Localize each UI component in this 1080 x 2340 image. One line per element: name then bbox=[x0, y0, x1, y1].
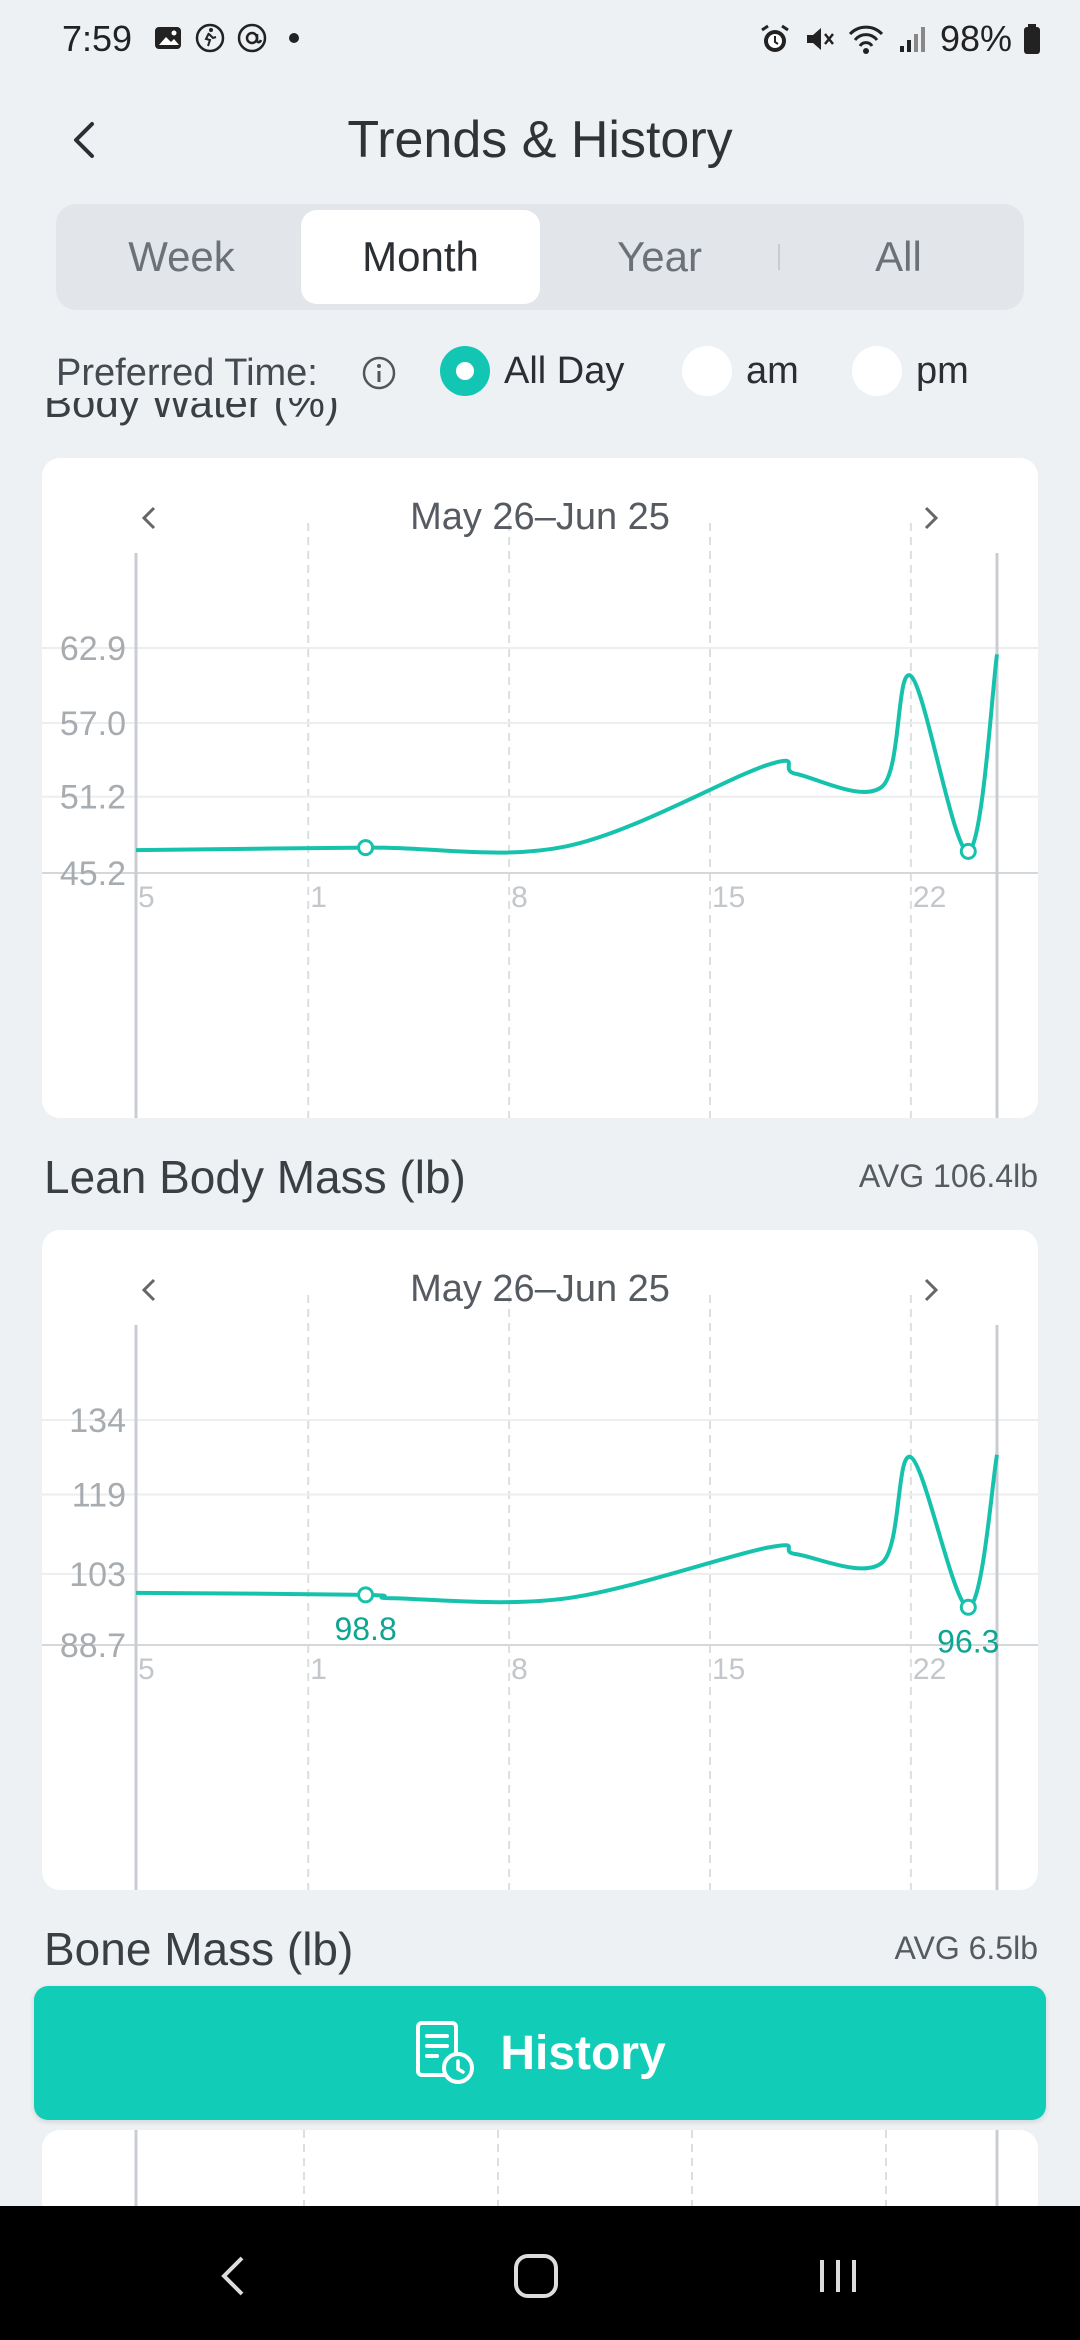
radio-am-label: am bbox=[746, 349, 799, 392]
data-point-label: 96.3 bbox=[937, 1623, 999, 1659]
series-line bbox=[135, 1454, 999, 1610]
tab-year[interactable]: Year bbox=[617, 233, 702, 280]
info-icon[interactable] bbox=[360, 354, 398, 392]
nav-home-icon[interactable] bbox=[506, 2246, 566, 2306]
y-tick-label: 88.7 bbox=[60, 1627, 126, 1665]
x-tick-label: 22 bbox=[913, 881, 946, 914]
lean-body-mass-chart: 134 119 103 88.7 5 1 8 15 22 98.8 96.3 bbox=[42, 1295, 1038, 1890]
x-tick-label: 5 bbox=[138, 881, 155, 914]
y-tick-label: 57.0 bbox=[60, 705, 126, 743]
chevron-left-icon[interactable] bbox=[128, 1268, 172, 1312]
radio-am[interactable]: am bbox=[682, 346, 799, 396]
x-tick-label: 1 bbox=[310, 881, 327, 914]
tab-month[interactable]: Month bbox=[301, 210, 540, 304]
preferred-time-label: Preferred Time: bbox=[56, 352, 318, 394]
x-tick-label: 1 bbox=[310, 1653, 327, 1686]
radio-indicator bbox=[852, 346, 902, 396]
series-line bbox=[135, 654, 999, 855]
data-point-marker bbox=[357, 1586, 375, 1604]
radio-pm[interactable]: pm bbox=[852, 346, 969, 396]
status-bar: 7:59 98% bbox=[0, 0, 1080, 82]
radio-selected-indicator bbox=[440, 346, 490, 396]
date-range-label: May 26–Jun 25 bbox=[410, 496, 670, 538]
tab-all[interactable]: All bbox=[875, 233, 922, 280]
radio-indicator bbox=[682, 346, 732, 396]
system-nav-bar bbox=[0, 2206, 1080, 2340]
activity-icon bbox=[195, 23, 225, 53]
x-tick-label: 8 bbox=[511, 1653, 528, 1686]
notification-icons bbox=[152, 22, 310, 54]
bone-mass-title: Bone Mass (lb) bbox=[44, 1923, 354, 1975]
lean-body-mass-avg: AVG 106.4lb bbox=[858, 1158, 1038, 1194]
y-tick-label: 45.2 bbox=[60, 855, 126, 893]
wifi-icon bbox=[848, 25, 884, 54]
data-point-marker bbox=[959, 842, 977, 860]
history-button[interactable]: History bbox=[34, 1986, 1046, 2120]
tab-divider bbox=[778, 244, 780, 270]
app-header: Trends & History bbox=[0, 100, 1080, 180]
data-point-label: 98.8 bbox=[334, 1611, 396, 1647]
data-point-marker bbox=[959, 1598, 977, 1616]
tab-week[interactable]: Week bbox=[128, 233, 235, 280]
nav-recents-icon[interactable] bbox=[808, 2246, 868, 2306]
x-tick-label: 15 bbox=[712, 1653, 745, 1686]
gallery-icon bbox=[155, 27, 181, 49]
system-status: 98% bbox=[758, 18, 1042, 60]
radio-pm-label: pm bbox=[916, 349, 969, 392]
lean-body-mass-title: Lean Body Mass (lb) bbox=[44, 1151, 466, 1203]
period-tabs: Week Month Year All bbox=[56, 204, 1024, 310]
chevron-left-icon[interactable] bbox=[128, 496, 172, 540]
status-time: 7:59 bbox=[62, 18, 133, 59]
radio-all-day-label: All Day bbox=[504, 349, 625, 392]
radio-all-day[interactable]: All Day bbox=[440, 346, 624, 396]
chevron-right-icon[interactable] bbox=[908, 496, 952, 540]
battery-percent: 98% bbox=[939, 18, 1012, 59]
nav-back-icon[interactable] bbox=[204, 2246, 264, 2306]
data-point-marker bbox=[357, 839, 375, 857]
y-tick-label: 51.2 bbox=[60, 779, 126, 817]
back-arrow-icon[interactable] bbox=[56, 110, 116, 170]
date-range-nav: May 26–Jun 25 bbox=[42, 1260, 1038, 1320]
preferred-time-row: Preferred Time: All Day am pm bbox=[56, 340, 1056, 410]
y-tick-label: 134 bbox=[69, 1402, 126, 1440]
x-tick-label: 8 bbox=[511, 881, 528, 914]
body-water-chart: 62.9 57.0 51.2 45.2 5 1 8 15 22 bbox=[42, 523, 1038, 1118]
alarm-icon bbox=[761, 24, 789, 52]
x-tick-label: 5 bbox=[138, 1653, 155, 1686]
lean-body-mass-card: 134 119 103 88.7 5 1 8 15 22 98.8 96.3 May 26–Jun … bbox=[42, 1230, 1038, 1890]
body-water-card: 62.9 57.0 51.2 45.2 5 1 8 15 22 May 26–Jun 25 bbox=[42, 458, 1038, 1118]
y-tick-label: 62.9 bbox=[60, 630, 126, 668]
threads-icon bbox=[237, 23, 267, 53]
history-document-icon bbox=[416, 2021, 475, 2084]
chevron-right-icon[interactable] bbox=[908, 1268, 952, 1312]
x-tick-label: 15 bbox=[712, 881, 745, 914]
bone-mass-avg: AVG 6.5lb bbox=[894, 1930, 1038, 1966]
date-range-label: May 26–Jun 25 bbox=[410, 1268, 670, 1310]
y-tick-label: 103 bbox=[69, 1556, 126, 1594]
signal-icon bbox=[899, 27, 925, 52]
battery-icon bbox=[1024, 24, 1040, 54]
y-tick-label: 119 bbox=[72, 1477, 126, 1515]
x-tick-label: 22 bbox=[913, 1653, 946, 1686]
history-button-label: History bbox=[500, 2026, 666, 2080]
page-title: Trends & History bbox=[347, 111, 733, 169]
date-range-nav: May 26–Jun 25 bbox=[42, 488, 1038, 548]
dot-icon bbox=[289, 33, 299, 43]
mute-icon bbox=[806, 28, 834, 50]
body-water-title: Body Water (%) bbox=[44, 398, 339, 426]
